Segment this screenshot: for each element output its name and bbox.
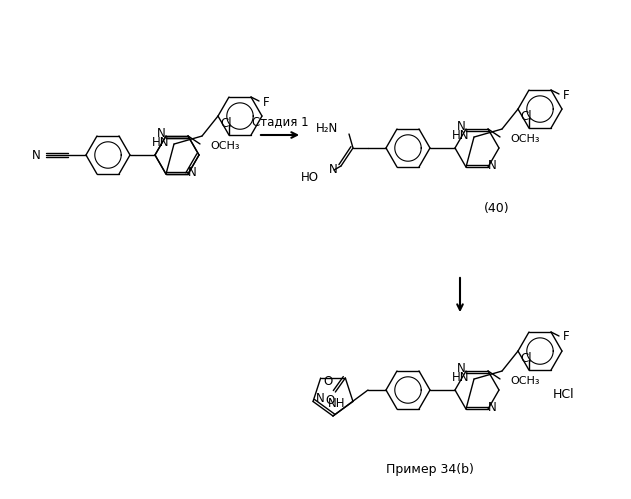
Text: N: N bbox=[488, 401, 497, 414]
Text: F: F bbox=[263, 95, 269, 108]
Text: O: O bbox=[326, 394, 335, 407]
Text: N: N bbox=[329, 163, 338, 176]
Text: H₂N: H₂N bbox=[316, 121, 338, 135]
Text: (40): (40) bbox=[484, 202, 510, 215]
Text: HN: HN bbox=[452, 129, 469, 142]
Text: N: N bbox=[156, 127, 165, 140]
Text: OCH₃: OCH₃ bbox=[510, 376, 540, 386]
Text: HN: HN bbox=[452, 371, 469, 384]
Text: Cl: Cl bbox=[520, 352, 532, 365]
Text: Пример 34(b): Пример 34(b) bbox=[386, 464, 474, 477]
Text: HCl: HCl bbox=[553, 389, 575, 402]
Text: F: F bbox=[563, 88, 570, 101]
Text: Стадия 1: Стадия 1 bbox=[252, 115, 309, 129]
Text: N: N bbox=[32, 149, 41, 162]
Text: OCH₃: OCH₃ bbox=[510, 134, 540, 144]
Text: HN: HN bbox=[151, 136, 169, 149]
Text: NH: NH bbox=[327, 397, 345, 410]
Text: Cl: Cl bbox=[520, 110, 532, 123]
Text: HO: HO bbox=[301, 171, 319, 184]
Text: OCH₃: OCH₃ bbox=[210, 141, 240, 151]
Text: N: N bbox=[187, 166, 196, 179]
Text: N: N bbox=[457, 362, 466, 375]
Text: O: O bbox=[323, 375, 333, 388]
Text: Cl: Cl bbox=[220, 117, 232, 130]
Text: N: N bbox=[488, 159, 497, 172]
Text: F: F bbox=[563, 330, 570, 343]
Text: N: N bbox=[316, 392, 324, 405]
Text: N: N bbox=[457, 120, 466, 133]
